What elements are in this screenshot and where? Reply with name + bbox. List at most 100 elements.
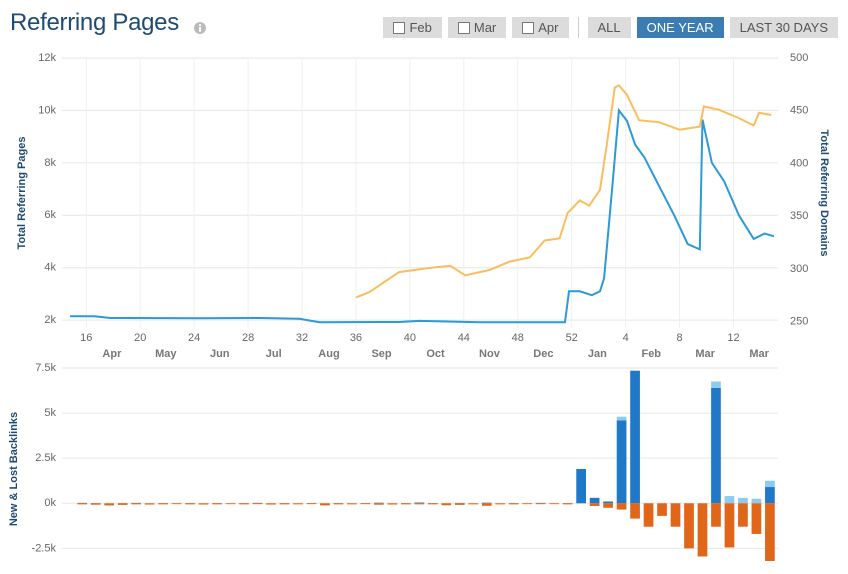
bar: [171, 503, 182, 505]
x-tick-label: 24: [188, 332, 200, 344]
bar: [90, 503, 101, 505]
range-button[interactable]: ALL: [587, 17, 631, 38]
checkbox[interactable]: [522, 21, 535, 34]
bar: [360, 503, 371, 505]
y-tick-label: 12k: [38, 52, 56, 64]
y2-axis-title: Total Referring Domains: [818, 130, 830, 257]
y-tick-label: 7.5k: [35, 362, 56, 374]
month-label: Jun: [210, 348, 230, 360]
bar: [697, 503, 708, 557]
bar: [495, 503, 506, 505]
bar: [306, 503, 317, 505]
button-label: LAST 30 DAYS: [739, 20, 828, 35]
bar: [427, 503, 438, 505]
bar: [522, 503, 533, 505]
bar: [117, 503, 128, 505]
y-tick-label: 2.5k: [35, 452, 56, 464]
bar: [535, 503, 546, 505]
bar: [266, 503, 276, 505]
bar: [603, 503, 613, 508]
bar: [630, 370, 640, 504]
bar: [684, 503, 694, 549]
bar: [724, 503, 735, 548]
bar: [616, 420, 627, 504]
bar: [414, 502, 425, 504]
bar: [765, 503, 775, 561]
y-tick-label: 5k: [44, 407, 56, 419]
month-label: Mar: [749, 348, 769, 360]
range-button[interactable]: Feb: [383, 17, 442, 38]
bar: [751, 503, 762, 534]
bar: [603, 501, 613, 504]
bar: [158, 503, 168, 505]
x-tick-label: 36: [350, 332, 362, 344]
y-tick-label: 0k: [44, 497, 56, 509]
range-button[interactable]: Apr: [512, 17, 569, 38]
bar: [441, 503, 452, 506]
button-label: ALL: [597, 20, 621, 35]
x-tick-label: 4: [623, 332, 629, 344]
month-label: May: [155, 348, 177, 360]
bar: [576, 469, 586, 504]
bar: [481, 502, 492, 504]
y2-tick-label: 250: [790, 316, 808, 328]
bar: [549, 503, 560, 505]
data-line: [355, 84, 772, 299]
month-label: Sep: [371, 348, 391, 360]
bar: [198, 503, 209, 505]
range-buttons: Feb Mar Apr ALL ONE YEAR LAST 30 DAYS: [383, 17, 838, 38]
x-tick-label: 16: [80, 332, 92, 344]
bar: [279, 503, 290, 505]
bar: [711, 381, 721, 388]
x-tick-label: 12: [727, 332, 739, 344]
data-line: [70, 107, 775, 324]
y2-tick-label: 350: [790, 210, 808, 222]
y2-tick-label: 450: [790, 105, 808, 117]
button-label: Apr: [538, 20, 559, 35]
bar: [738, 497, 748, 504]
bar: [589, 503, 600, 506]
checkbox[interactable]: [457, 21, 470, 34]
info-icon[interactable]: [194, 22, 206, 34]
button-label: ONE YEAR: [646, 20, 714, 35]
month-label: Aug: [318, 348, 339, 360]
month-label: Mar: [695, 348, 715, 360]
bar: [333, 503, 344, 505]
bar: [630, 503, 640, 519]
bar: [400, 503, 411, 505]
x-tick-label: 20: [134, 332, 146, 344]
x-tick-label: 52: [566, 332, 578, 344]
bar: [751, 498, 762, 504]
month-label: Feb: [641, 348, 661, 360]
bar: [144, 503, 155, 505]
page-title: Referring Pages: [10, 9, 179, 36]
y-tick-label: 2k: [44, 314, 56, 326]
bar: [252, 503, 263, 505]
bar: [616, 503, 627, 510]
x-tick-label: 48: [512, 332, 524, 344]
range-button[interactable]: LAST 30 DAYS: [729, 17, 838, 38]
range-button[interactable]: ONE YEAR: [636, 17, 724, 38]
x-tick-label: 32: [296, 332, 308, 344]
bar: [239, 503, 249, 505]
checkbox[interactable]: [393, 21, 406, 34]
bar: [481, 503, 492, 506]
bar: [77, 503, 88, 505]
bar: [765, 487, 775, 504]
bar: [711, 503, 721, 527]
bar: [670, 503, 681, 527]
x-tick-label: 40: [404, 332, 416, 344]
bar: [589, 497, 600, 504]
bar: [131, 503, 142, 505]
bar: [225, 503, 236, 505]
bar: [185, 503, 195, 505]
y-axis-title: New & Lost Backlinks: [8, 412, 20, 526]
bar: [738, 503, 748, 527]
range-button[interactable]: Mar: [447, 17, 507, 38]
bar: [104, 503, 115, 506]
month-label: Jan: [588, 348, 607, 360]
y-tick-label: -2.5k: [32, 542, 57, 554]
y-axis-title: Total Referring Pages: [16, 137, 28, 250]
